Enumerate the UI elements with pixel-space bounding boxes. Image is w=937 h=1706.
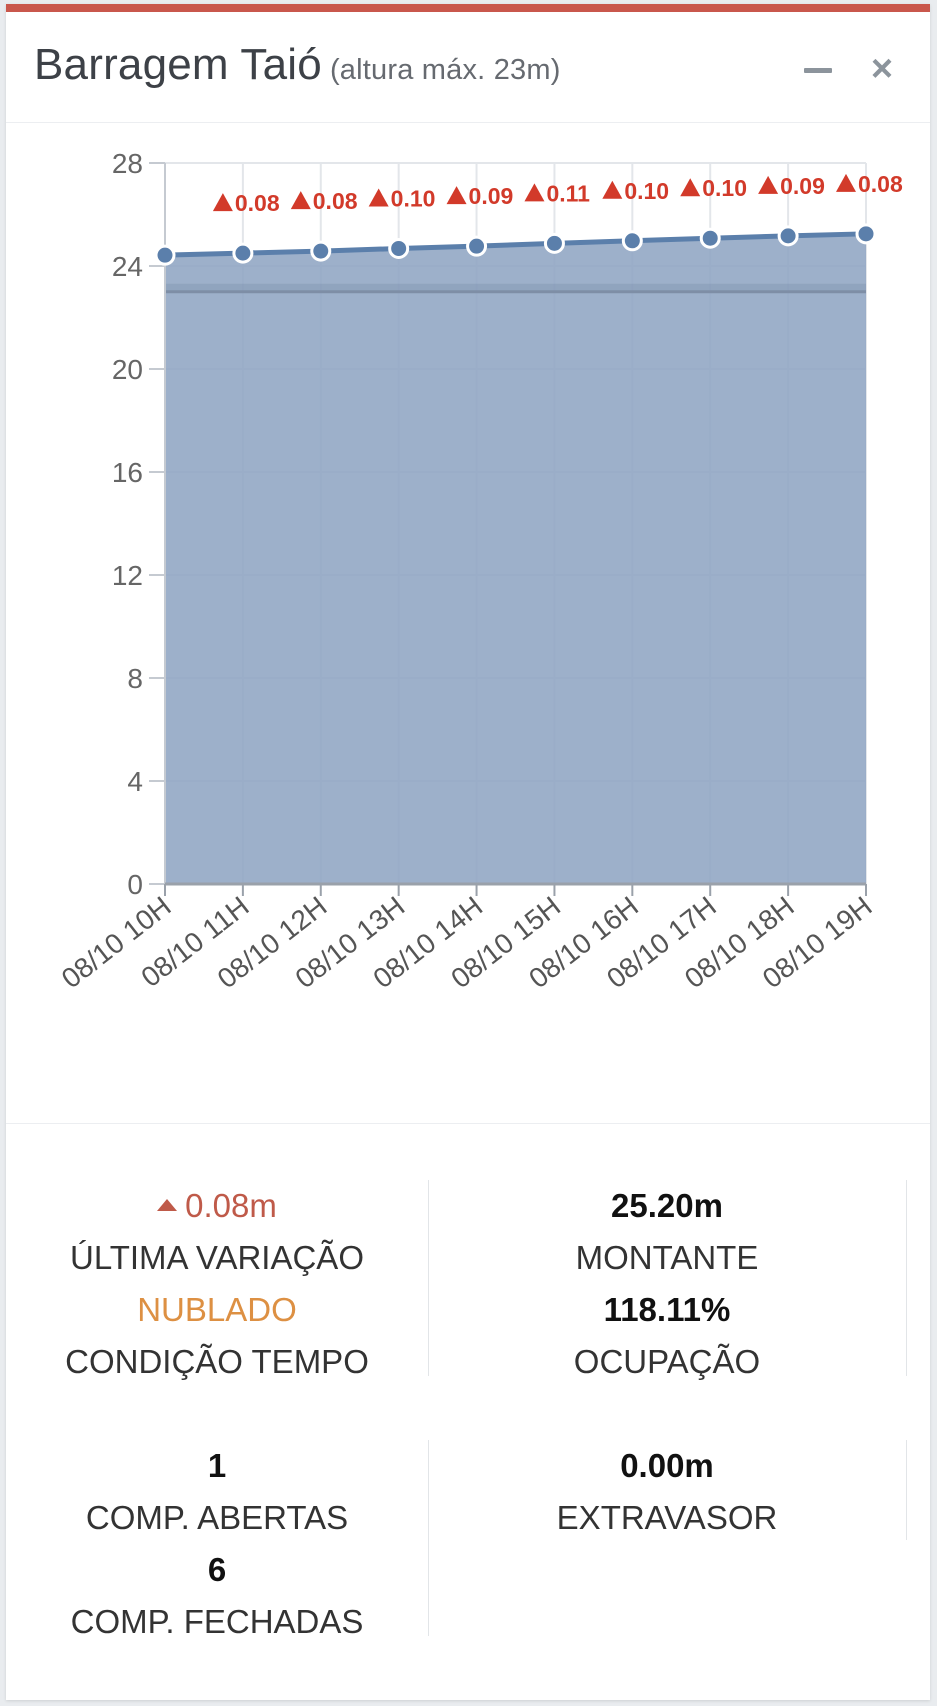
data-point xyxy=(777,225,799,247)
data-point xyxy=(699,227,721,249)
level-line xyxy=(164,231,867,258)
up-triangle-icon xyxy=(446,186,467,205)
montante-label: MONTANTE xyxy=(575,1239,759,1276)
weather-value: NUBLADO xyxy=(137,1291,297,1328)
variation-value: 0.10 xyxy=(624,178,669,204)
up-triangle-icon xyxy=(758,175,779,194)
y-tick-label: 12 xyxy=(112,560,143,591)
comp-fechadas-value: 6 xyxy=(207,1551,227,1588)
y-tick-label: 28 xyxy=(112,148,143,179)
y-tick-label: 4 xyxy=(127,766,143,797)
up-triangle-icon xyxy=(290,191,311,210)
stat-group-level: 25.20m MONTANTE 118.11% OCUPAÇÃO xyxy=(428,1180,907,1380)
variation-label: 0.09 xyxy=(446,183,514,209)
stat-group-spillway: 0.00m EXTRAVASOR xyxy=(428,1440,907,1540)
data-point xyxy=(310,240,332,262)
minus-icon xyxy=(804,68,832,73)
variation-value: 0.08m xyxy=(6,1180,428,1232)
variation-label: 0.08 xyxy=(212,190,280,216)
variation-value: 0.08 xyxy=(313,188,358,214)
data-point xyxy=(232,242,254,264)
close-icon: × xyxy=(870,48,894,90)
stat-group-gates: 1 COMP. ABERTAS 6 COMP. FECHADAS xyxy=(6,1440,429,1640)
data-point xyxy=(855,223,877,245)
variation-label: 0.08 xyxy=(290,188,358,214)
variation-value: 0.08 xyxy=(235,190,280,216)
up-triangle-icon xyxy=(157,1199,178,1211)
y-tick-label: 8 xyxy=(127,663,143,694)
data-point xyxy=(621,230,643,252)
data-point xyxy=(543,232,565,254)
stats-panel: 0.08m ÚLTIMA VARIAÇÃO NUBLADO CONDIÇÃO T… xyxy=(6,1124,930,1704)
data-point xyxy=(466,235,488,257)
max-height-subtitle: (altura máx. 23m) xyxy=(329,54,561,86)
data-point xyxy=(154,244,176,266)
variation-value: 0.10 xyxy=(391,185,436,211)
variation-value: 0.10 xyxy=(702,175,747,201)
variation-label: 0.10 xyxy=(602,178,669,204)
close-button[interactable]: × xyxy=(862,50,902,90)
y-tick-label: 0 xyxy=(127,869,143,900)
variation-label: 0.11 xyxy=(524,180,590,206)
extravasor-value: 0.00m xyxy=(620,1447,714,1484)
up-triangle-icon xyxy=(836,173,856,192)
montante-value: 25.20m xyxy=(611,1187,723,1224)
variation-label: 0.10 xyxy=(368,185,436,211)
weather-label: CONDIÇÃO TEMPO xyxy=(65,1343,369,1380)
stat-group-variation: 0.08m ÚLTIMA VARIAÇÃO NUBLADO CONDIÇÃO T… xyxy=(6,1180,429,1380)
variation-label: 0.10 xyxy=(680,175,747,201)
up-triangle-icon xyxy=(680,178,701,197)
comp-abertas-label: COMP. ABERTAS xyxy=(85,1499,349,1536)
card-header: Barragem Taió (altura máx. 23m) × xyxy=(6,12,930,123)
variation-value: 0.09 xyxy=(780,173,825,199)
data-point xyxy=(388,237,410,259)
minimize-button[interactable] xyxy=(798,50,838,90)
variation-label: 0.08 xyxy=(836,171,903,197)
variation-value: 0.11 xyxy=(546,180,590,206)
level-area xyxy=(165,233,866,884)
dam-name: Barragem Taió xyxy=(34,40,322,89)
variation-label: 0.09 xyxy=(758,173,825,199)
y-tick-label: 20 xyxy=(112,354,143,385)
ocupacao-value: 118.11% xyxy=(603,1291,731,1328)
level-chart: 0 4 8 12 16 20 24 28 08/10 10H 08/10 11H 08/10 12H… xyxy=(6,123,930,1124)
variation-value: 0.08 xyxy=(858,171,903,197)
comp-fechadas-label: COMP. FECHADAS xyxy=(70,1603,364,1640)
ocupacao-label: OCUPAÇÃO xyxy=(573,1343,761,1380)
up-triangle-icon xyxy=(602,180,623,199)
max-height-band xyxy=(165,283,866,292)
y-tick-label: 16 xyxy=(112,457,143,488)
up-triangle-icon xyxy=(524,183,545,202)
variation-value: 0.09 xyxy=(469,183,514,209)
variation-label: ÚLTIMA VARIAÇÃO xyxy=(69,1239,364,1276)
card-title: Barragem Taió (altura máx. 23m) xyxy=(34,40,561,90)
up-triangle-icon xyxy=(368,188,389,207)
up-triangle-icon xyxy=(212,193,233,212)
y-tick-label: 24 xyxy=(112,251,143,282)
dam-card: Barragem Taió (altura máx. 23m) × 0 4 8 12 16… xyxy=(6,4,930,1700)
comp-abertas-value: 1 xyxy=(207,1447,227,1484)
extravasor-label: EXTRAVASOR xyxy=(556,1499,778,1536)
